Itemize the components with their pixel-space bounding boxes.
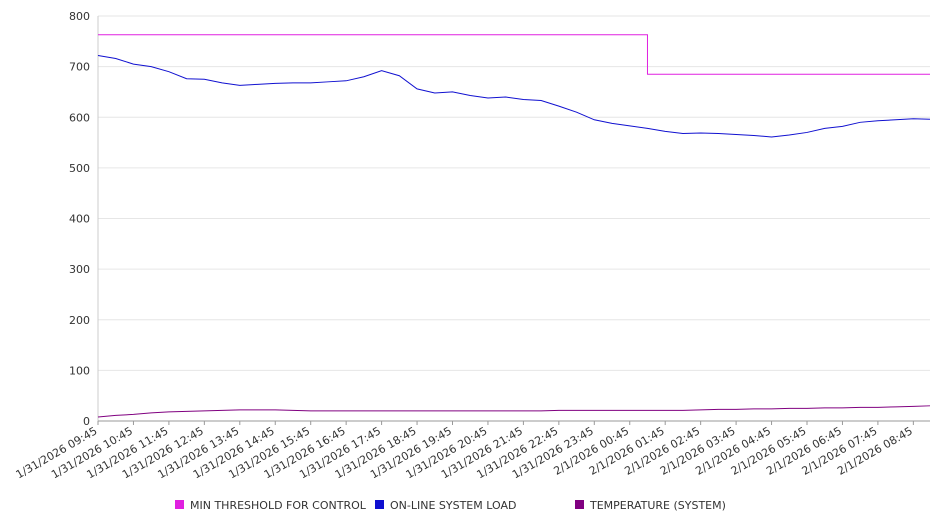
axes: [97, 16, 930, 422]
legend: MIN THRESHOLD FOR CONTROL ON-LINE SYSTEM …: [175, 499, 726, 512]
y-tick-label: 200: [69, 314, 90, 327]
series-line-3: [97, 405, 931, 418]
legend-swatch: [575, 500, 584, 509]
y-tick-label: 100: [69, 364, 90, 377]
legend-swatch: [175, 500, 184, 509]
y-tick-label: 0: [83, 415, 90, 428]
y-tick-label: 500: [69, 162, 90, 175]
y-tick-label: 700: [69, 61, 90, 74]
legend-label: TEMPERATURE (SYSTEM): [589, 499, 726, 512]
y-tick-label: 600: [69, 111, 90, 124]
legend-label: ON-LINE SYSTEM LOAD: [390, 499, 516, 512]
grid-lines: [98, 15, 930, 371]
y-tick-label: 800: [69, 10, 90, 23]
y-tick-labels: 0 100 200 300 400 500 600 700 800: [69, 10, 90, 428]
series-line-1: [98, 34, 930, 75]
y-tick-label: 300: [69, 263, 90, 276]
series-lines: [97, 34, 931, 418]
legend-label: MIN THRESHOLD FOR CONTROL: [190, 499, 367, 512]
series-line-2: [97, 54, 931, 138]
x-tick-labels: 1/31/2026 09:451/31/2026 10:451/31/2026 …: [14, 421, 915, 481]
y-tick-label: 400: [69, 213, 90, 226]
legend-swatch: [375, 500, 384, 509]
